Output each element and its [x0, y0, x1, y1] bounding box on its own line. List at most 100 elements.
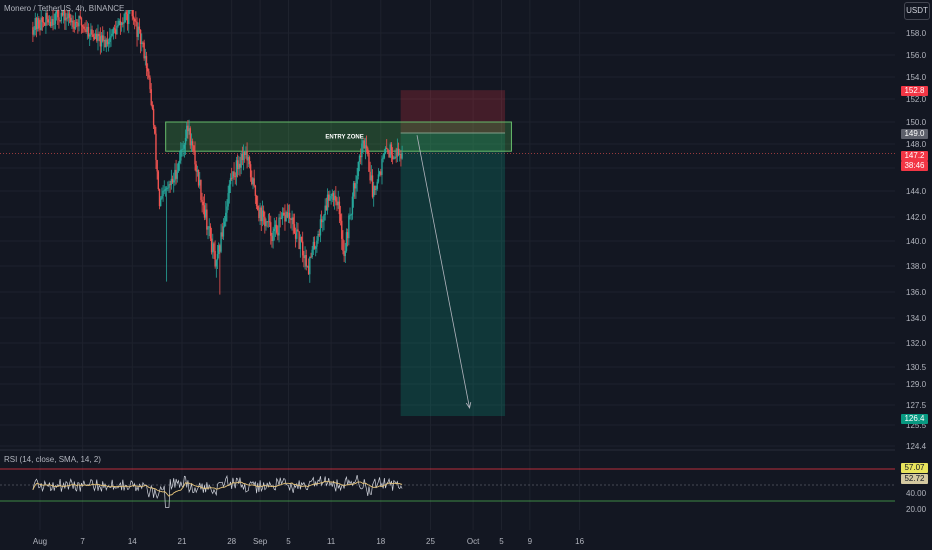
time-axis[interactable]: Aug 7 14 21 28 Sep 5 11 18 25 Oct 5 9 16 — [33, 537, 585, 546]
candle-body — [177, 162, 180, 172]
candle-body — [299, 236, 302, 250]
candle-body — [92, 34, 94, 37]
candle-body — [62, 10, 65, 16]
candle-body — [137, 26, 139, 37]
candle-body — [160, 198, 162, 207]
candle-body — [104, 39, 106, 48]
candle-body — [83, 26, 85, 29]
candle-body — [204, 209, 207, 218]
candle-body — [279, 217, 281, 219]
last-price-badge: 147.2 — [901, 151, 928, 161]
candle-body — [80, 18, 83, 26]
candle-body — [122, 22, 124, 24]
candle-body — [242, 152, 245, 161]
candle-body — [109, 37, 111, 42]
candle-body — [38, 18, 40, 29]
candle-body — [78, 15, 80, 27]
candle-body — [214, 250, 216, 267]
candle-body — [348, 215, 350, 239]
time-tick-label: 9 — [528, 537, 533, 546]
price-tick-label: 134.0 — [906, 314, 927, 323]
candle-body — [337, 201, 339, 206]
candle-body — [350, 214, 352, 216]
candle-body — [232, 171, 234, 179]
candle-body — [85, 30, 87, 32]
candle-body — [311, 249, 313, 258]
candle-body — [358, 155, 361, 162]
candle-body — [272, 231, 274, 241]
candle-body — [399, 154, 401, 155]
time-tick-label: Oct — [467, 537, 480, 546]
candle-body — [196, 170, 199, 172]
candle-body — [103, 39, 105, 42]
candle-body — [320, 219, 323, 223]
candle-body — [266, 221, 268, 223]
candle-body — [247, 157, 249, 161]
candle-body — [182, 148, 184, 150]
candle-body — [184, 137, 187, 145]
candle-body — [302, 241, 304, 256]
candle-body — [167, 187, 169, 189]
candle-body — [397, 148, 400, 155]
candle-body — [146, 68, 149, 72]
price-tick-label: 125.5 — [906, 421, 927, 430]
candle-body — [345, 232, 348, 251]
candle-body — [317, 233, 319, 241]
candle-body — [131, 10, 133, 17]
candle-body — [235, 160, 238, 177]
candle-body — [32, 27, 34, 35]
candle-body — [338, 201, 341, 215]
candle-body — [382, 157, 384, 159]
candle-body — [394, 156, 396, 159]
candle-body — [178, 160, 181, 163]
candle-body — [259, 207, 261, 219]
candle-body — [74, 22, 77, 29]
candle-body — [190, 141, 193, 146]
candle-body — [390, 144, 393, 155]
time-tick-label: 7 — [80, 537, 85, 546]
candle-body — [152, 108, 155, 126]
candle-body — [365, 145, 368, 149]
position-zones — [165, 90, 512, 416]
price-tick-label: 154.0 — [906, 73, 927, 82]
entry-zone-rect — [165, 121, 512, 152]
candle-body — [290, 218, 292, 220]
candle-body — [248, 157, 251, 165]
candle-body — [389, 144, 391, 158]
candle-body — [87, 26, 90, 37]
candle-body — [377, 174, 380, 182]
candle-body — [393, 158, 395, 160]
candle-body — [106, 39, 109, 45]
currency-button[interactable]: USDT — [904, 2, 930, 20]
candle-body — [141, 42, 143, 45]
candle-body — [126, 13, 129, 25]
time-tick-label: 11 — [327, 537, 336, 546]
rsi-sma-line — [32, 480, 403, 497]
time-tick-label: 18 — [376, 537, 385, 546]
candle-body — [57, 10, 59, 18]
candle-body — [344, 250, 346, 257]
candle-body — [342, 238, 344, 251]
candle-body — [151, 105, 154, 109]
candle-body — [189, 128, 191, 146]
candle-body — [335, 195, 337, 202]
price-tick-label: 142.0 — [906, 213, 927, 222]
candle-body — [264, 216, 266, 227]
candle-body — [91, 29, 93, 35]
candle-body — [115, 29, 117, 35]
candle-body — [341, 220, 343, 239]
candle-body — [228, 184, 231, 194]
candle-body — [349, 215, 351, 216]
candle-body — [227, 193, 229, 207]
rsi-sma-badge: 52.72 — [901, 474, 928, 484]
candle-body — [143, 42, 145, 59]
candle-body — [329, 198, 331, 201]
candle-body — [356, 175, 358, 184]
candle-body — [367, 148, 369, 155]
projection-arrow-line — [416, 135, 470, 409]
candle-body — [145, 56, 148, 69]
candle-body — [231, 177, 233, 179]
candle-body — [55, 10, 58, 14]
stop-loss-zone — [400, 90, 506, 133]
